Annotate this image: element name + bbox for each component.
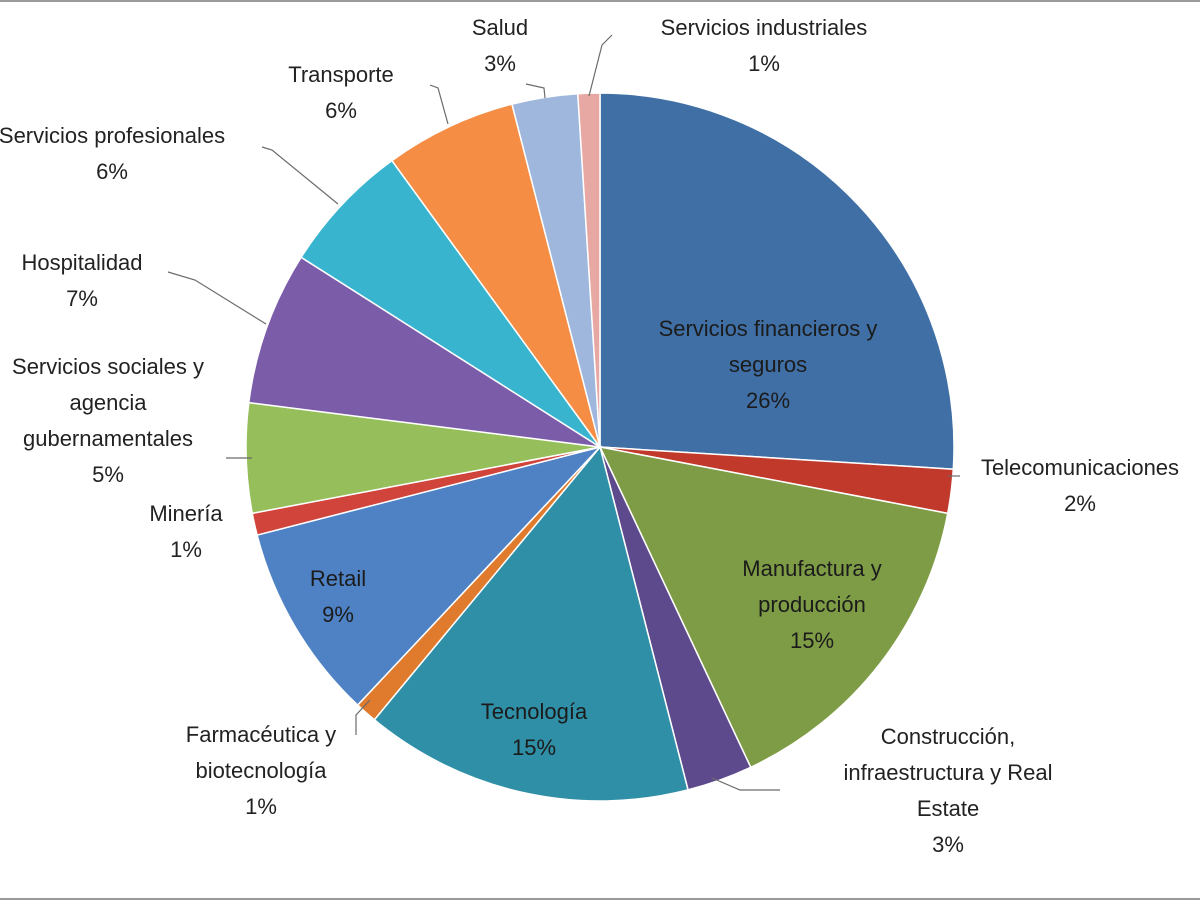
pie-slice-2 [598,445,949,769]
slice-label-9: Hospitalidad 7% [21,250,142,311]
leader-line-5 [355,699,371,735]
leader-line-12 [525,83,546,99]
pie-slices [245,92,955,802]
slice-label-8: Servicios sociales y agencia gubernamental… [12,354,204,487]
slice-label-1: Telecomunicaciones 2% [981,455,1179,516]
slice-name-line-9-0: Hospitalidad [21,250,142,275]
leader-line-11 [429,84,449,125]
slice-name-line-8-1: agencia [69,390,147,415]
slice-label-7: Minería 1% [149,501,223,562]
slice-label-3: Construcción, infraestructura y Real Estat… [843,724,1052,857]
slice-name-line-7-0: Minería [149,501,223,526]
slice-name-line-10-0: Servicios profesionales [0,123,225,148]
slice-name-line-11-0: Transporte [288,62,394,87]
slice-percent-6: 9% [322,602,354,627]
slice-label-4: Tecnología 15% [481,699,588,760]
slice-labels: Servicios financieros y seguros 26% Telecom… [0,15,1179,857]
slice-percent-11: 6% [325,98,357,123]
pie-slice-10 [300,159,601,448]
slice-name-line-5-1: biotecnología [196,758,328,783]
slice-name-line-0-0: Servicios financieros y [659,316,878,341]
pie-slice-11 [390,103,601,448]
leader-line-10 [261,146,339,205]
slice-name-line-2-1: producción [758,592,866,617]
pie-slice-0 [599,92,955,471]
slice-percent-10: 6% [96,159,128,184]
slice-label-10: Servicios profesionales 6% [0,123,225,184]
slice-percent-13: 1% [748,51,780,76]
pie-slice-9 [247,256,601,448]
pie-slice-13 [576,92,601,448]
slice-percent-0: 26% [746,388,790,413]
pie-slice-4 [373,445,689,802]
slice-label-13: Servicios industriales 1% [661,15,868,76]
leader-line-9 [167,271,267,325]
slice-name-line-6-0: Retail [310,566,366,591]
slice-name-line-8-2: gubernamentales [23,426,193,451]
leader-lines [167,34,960,791]
slice-name-line-5-0: Farmacéutica y [186,722,336,747]
slice-percent-7: 1% [170,537,202,562]
slice-name-line-12-0: Salud [472,15,528,40]
slice-label-5: Farmacéutica y biotecnología 1% [186,722,336,819]
slice-percent-12: 3% [484,51,516,76]
slice-percent-4: 15% [512,735,556,760]
slice-percent-3: 3% [932,832,964,857]
slice-label-6: Retail 9% [310,566,366,627]
slice-label-11: Transporte 6% [288,62,394,123]
slice-percent-8: 5% [92,462,124,487]
slice-percent-1: 2% [1064,491,1096,516]
slice-name-line-2-0: Manufactura y [742,556,881,581]
slice-label-0: Servicios financieros y seguros 26% [659,316,878,413]
slice-name-line-13-0: Servicios industriales [661,15,868,40]
slice-name-line-8-0: Servicios sociales y [12,354,204,379]
slice-name-line-4-0: Tecnología [481,699,588,724]
slice-name-line-3-2: Estate [917,796,979,821]
slice-name-line-0-1: seguros [729,352,807,377]
slice-label-12: Salud 3% [472,15,528,76]
slice-label-2: Manufactura y producción 15% [742,556,881,653]
slice-name-line-3-1: infraestructura y Real [843,760,1052,785]
slice-percent-9: 7% [66,286,98,311]
slice-name-line-3-0: Construcción, [881,724,1016,749]
slice-name-line-1-0: Telecomunicaciones [981,455,1179,480]
leader-line-13 [588,34,613,97]
leader-line-3 [711,777,780,791]
slice-percent-2: 15% [790,628,834,653]
pie-slice-6 [256,445,603,707]
slice-percent-5: 1% [245,794,277,819]
